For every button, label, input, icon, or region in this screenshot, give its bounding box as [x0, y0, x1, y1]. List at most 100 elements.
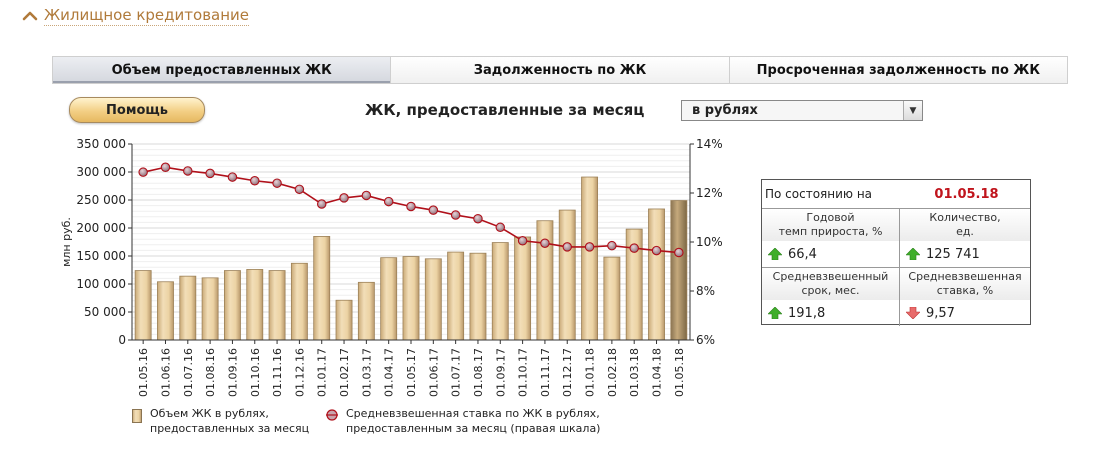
x-tick-label: 01.02.18 [606, 348, 619, 397]
currency-select-value: в рублях [692, 103, 758, 118]
bar [514, 236, 532, 341]
y-tick-label: 100 000 [76, 277, 126, 291]
rate-point [450, 210, 461, 220]
growth-caption-2: темп прироста, % [778, 225, 883, 238]
legend-line: Средневзвешенная ставка по ЖК в рублях, … [326, 406, 600, 436]
x-tick-label: 01.07.16 [182, 348, 195, 397]
up-arrow-icon [768, 248, 782, 260]
rate-point [160, 162, 171, 173]
rate-point [361, 190, 372, 201]
bar [357, 281, 375, 341]
count-caption-2: ед. [956, 225, 974, 238]
y-tick-label: 200 000 [76, 221, 126, 235]
rate-caption-1: Средневзвешенная [908, 270, 1022, 283]
x-tick-label: 01.03.17 [360, 348, 373, 397]
y-axis-label: млн руб. [60, 217, 73, 267]
x-tick-label: 01.10.16 [249, 348, 262, 397]
y2-tick-label: 6% [696, 333, 715, 347]
growth-value: 66,4 [788, 246, 817, 262]
bar [648, 208, 665, 341]
rate-point [294, 184, 305, 195]
y-tick-label: 300 000 [76, 165, 126, 179]
x-tick-label: 01.05.18 [673, 348, 686, 397]
section-title: Жилищное кредитование [44, 6, 250, 26]
x-tick-label: 01.04.18 [651, 348, 664, 397]
down-arrow-icon [906, 307, 920, 319]
x-tick-label: 01.01.18 [584, 348, 597, 397]
bar [670, 200, 688, 341]
rate-point [607, 240, 617, 251]
bar [491, 242, 509, 341]
bar [179, 275, 197, 341]
x-tick-label: 01.01.17 [316, 348, 329, 397]
section-header[interactable]: Жилищное кредитование [22, 6, 250, 26]
x-tick-label: 01.04.17 [383, 348, 396, 397]
currency-select[interactable]: в рублях ▼ [681, 100, 923, 121]
chevron-up-icon [22, 11, 38, 21]
x-tick-label: 01.08.16 [204, 348, 217, 397]
bar [224, 270, 241, 341]
help-button[interactable]: Помощь [69, 97, 205, 123]
bar [201, 277, 219, 341]
tab-volume[interactable]: Объем предоставленных ЖК [53, 57, 392, 83]
as-of-date: 01.05.18 [934, 186, 999, 202]
legend-bar-label-1: Объем ЖК в рублях, [150, 407, 269, 420]
y-tick-label: 150 000 [76, 249, 126, 263]
rate-point [183, 166, 193, 176]
combo-chart: 0 50 000 100 000 150 000 200 000 250 000 300 0… [60, 137, 723, 397]
x-tick-label: 01.11.17 [539, 348, 552, 397]
up-arrow-icon [906, 248, 920, 260]
tab-overdue-debt[interactable]: Просроченная задолженность по ЖК [729, 57, 1067, 83]
x-tick-label: 01.02.17 [338, 348, 351, 397]
x-tick-label: 01.06.17 [427, 348, 440, 397]
y-tick-label: 250 000 [76, 193, 126, 207]
growth-cell: Годовой темп прироста, % 66,4 [762, 209, 900, 268]
x-tick-label: 01.07.17 [450, 348, 463, 397]
x-tick-label: 01.11.16 [271, 348, 284, 397]
rate-point [250, 175, 260, 186]
bar [447, 251, 465, 341]
rate-point [428, 205, 439, 215]
rate-value: 9,57 [926, 305, 955, 321]
legend-line-label-2: предоставленным за месяц (правая шкала) [346, 422, 601, 435]
y2-tick-label: 8% [696, 284, 715, 298]
rate-point [383, 196, 394, 207]
x-tick-label: 01.05.17 [405, 348, 418, 397]
rate-point [227, 172, 238, 182]
legend-bar-label-2: предоставленных за месяц [150, 422, 310, 435]
rate-caption-2: ставка, % [936, 284, 994, 297]
chevron-down-icon[interactable]: ▼ [903, 101, 922, 120]
y2-tick-label: 10% [696, 235, 723, 249]
rate-point [339, 193, 349, 203]
y-tick-label: 350 000 [76, 137, 126, 151]
y2-tick-label: 12% [696, 186, 723, 200]
rate-point [205, 168, 215, 179]
rate-point [406, 201, 416, 212]
up-arrow-icon [768, 307, 782, 319]
rate-point [495, 222, 506, 233]
rate-point [651, 245, 662, 256]
bar [268, 270, 286, 341]
x-tick-label: 01.08.17 [472, 348, 485, 397]
y-tick-label: 0 [118, 333, 126, 347]
count-caption-1: Количество, [929, 211, 1001, 224]
x-tick-label: 01.05.16 [137, 348, 150, 397]
as-of-label: По состоянию на [765, 187, 873, 201]
term-caption-1: Средневзвешенный [772, 270, 889, 283]
x-tick-label: 01.12.16 [293, 348, 306, 397]
legend-line-swatch [326, 409, 338, 421]
rate-point [540, 238, 550, 248]
count-cell: Количество, ед. 125 741 [900, 209, 1030, 268]
term-caption-2: срок, мес. [801, 284, 860, 297]
x-tick-label: 01.06.16 [159, 348, 172, 397]
bar [134, 270, 152, 341]
tab-bar: Объем предоставленных ЖК Задолженность п… [52, 56, 1068, 84]
y-tick-label: 50 000 [84, 305, 126, 319]
term-cell: Средневзвешенный срок, мес. 191,8 [762, 268, 900, 326]
rate-point [517, 236, 528, 246]
x-tick-label: 01.09.17 [494, 348, 507, 397]
rate-point [584, 242, 595, 252]
bar [290, 262, 308, 341]
tab-debt[interactable]: Задолженность по ЖК [391, 57, 730, 83]
bar [313, 236, 331, 341]
